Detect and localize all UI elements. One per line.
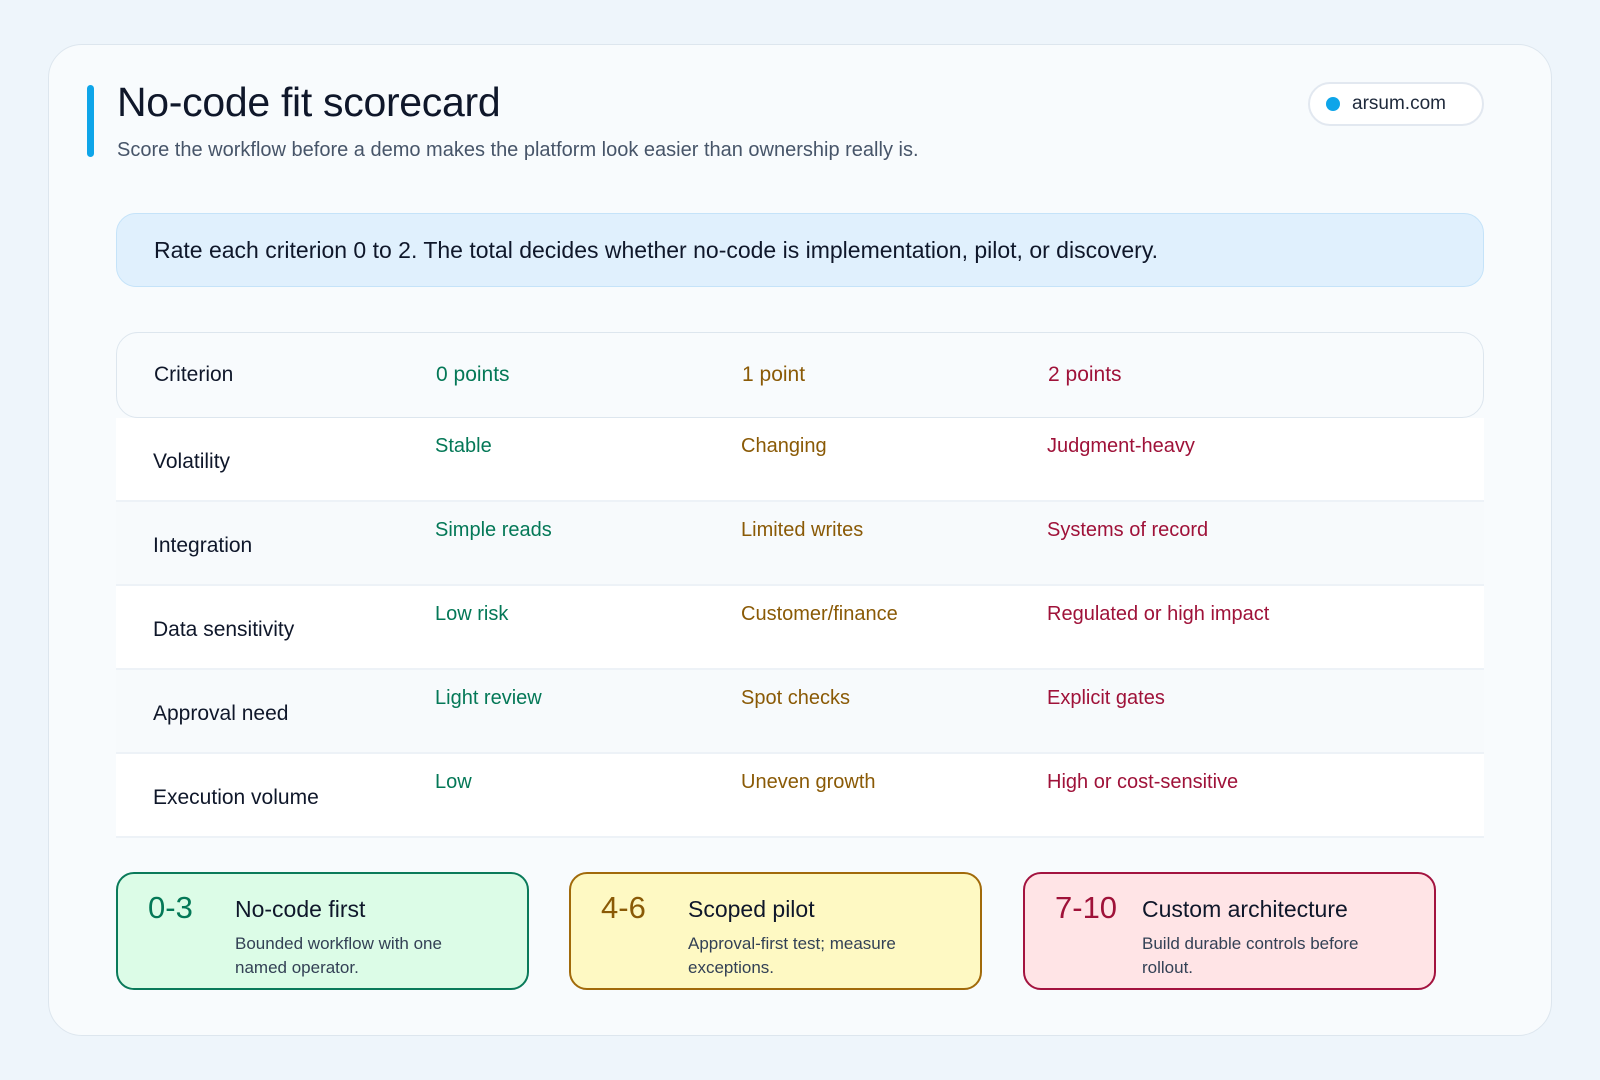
table-row: Approval need Light review Spot checks E… [116, 670, 1484, 754]
score-bands: 0-3 No-code first Bounded workflow with … [116, 872, 1446, 990]
two-point-option: Regulated or high impact [1047, 603, 1270, 625]
one-point-option: Spot checks [741, 687, 850, 709]
one-point-option: Changing [741, 435, 827, 457]
table-row: Integration Simple reads Limited writes … [116, 502, 1484, 586]
zero-point-option: Low risk [435, 603, 509, 625]
two-point-option: High or cost-sensitive [1047, 771, 1239, 793]
table-row: Volatility Stable Changing Judgment-heav… [116, 418, 1484, 502]
criterion-label: Approval need [153, 702, 289, 725]
criteria-table: Criterion 0 points 1 point 2 points Vola… [116, 332, 1484, 838]
two-point-option: Systems of record [1047, 519, 1209, 541]
band-custom-architecture: 7-10 Custom architecture Build durable c… [1023, 872, 1436, 990]
header-two-points: 2 points [1048, 363, 1122, 386]
zero-point-option: Simple reads [435, 519, 552, 541]
table-row: Execution volume Low Uneven growth High … [116, 754, 1484, 838]
scorecard-card: No-code fit scorecard Score the workflow… [48, 44, 1552, 1036]
one-point-option: Customer/finance [741, 603, 898, 625]
band-range: 0-3 [148, 890, 193, 925]
one-point-option: Limited writes [741, 519, 864, 541]
two-point-option: Judgment-heavy [1047, 435, 1195, 457]
header-criterion: Criterion [154, 363, 234, 386]
title-accent-bar [87, 85, 94, 157]
band-title: No-code first [235, 896, 366, 922]
header-zero-points: 0 points [436, 363, 510, 386]
criterion-label: Execution volume [153, 786, 319, 809]
band-title: Scoped pilot [688, 896, 815, 922]
band-title: Custom architecture [1142, 896, 1348, 922]
site-badge[interactable]: arsum.com [1308, 82, 1484, 126]
zero-point-option: Low [435, 771, 472, 793]
instruction-banner: Rate each criterion 0 to 2. The total de… [116, 213, 1484, 287]
dot-icon [1326, 97, 1340, 111]
criterion-label: Data sensitivity [153, 618, 295, 641]
page-subtitle: Score the workflow before a demo makes t… [117, 139, 919, 161]
zero-point-option: Stable [435, 435, 492, 457]
one-point-option: Uneven growth [741, 771, 876, 793]
zero-point-option: Light review [435, 687, 542, 709]
two-point-option: Explicit gates [1047, 687, 1165, 709]
table-header: Criterion 0 points 1 point 2 points [116, 332, 1484, 418]
band-description: Bounded workflow with one named operator… [235, 934, 442, 977]
header-one-point: 1 point [742, 363, 806, 386]
band-description: Build durable controls before rollout. [1142, 934, 1359, 977]
table-row: Data sensitivity Low risk Customer/finan… [116, 586, 1484, 670]
criterion-label: Volatility [153, 450, 231, 473]
band-range: 4-6 [601, 890, 646, 925]
criterion-label: Integration [153, 534, 253, 557]
page-title: No-code fit scorecard [117, 79, 501, 125]
band-range: 7-10 [1055, 890, 1118, 925]
band-no-code-first: 0-3 No-code first Bounded workflow with … [116, 872, 529, 990]
band-description: Approval-first test; measure exceptions. [688, 934, 896, 977]
site-label: arsum.com [1352, 93, 1446, 114]
band-scoped-pilot: 4-6 Scoped pilot Approval-first test; me… [569, 872, 982, 990]
